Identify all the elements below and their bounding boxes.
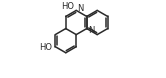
Text: N: N	[88, 26, 94, 35]
Text: HO: HO	[61, 2, 74, 11]
Text: HO: HO	[39, 43, 52, 52]
Text: N: N	[77, 4, 84, 13]
